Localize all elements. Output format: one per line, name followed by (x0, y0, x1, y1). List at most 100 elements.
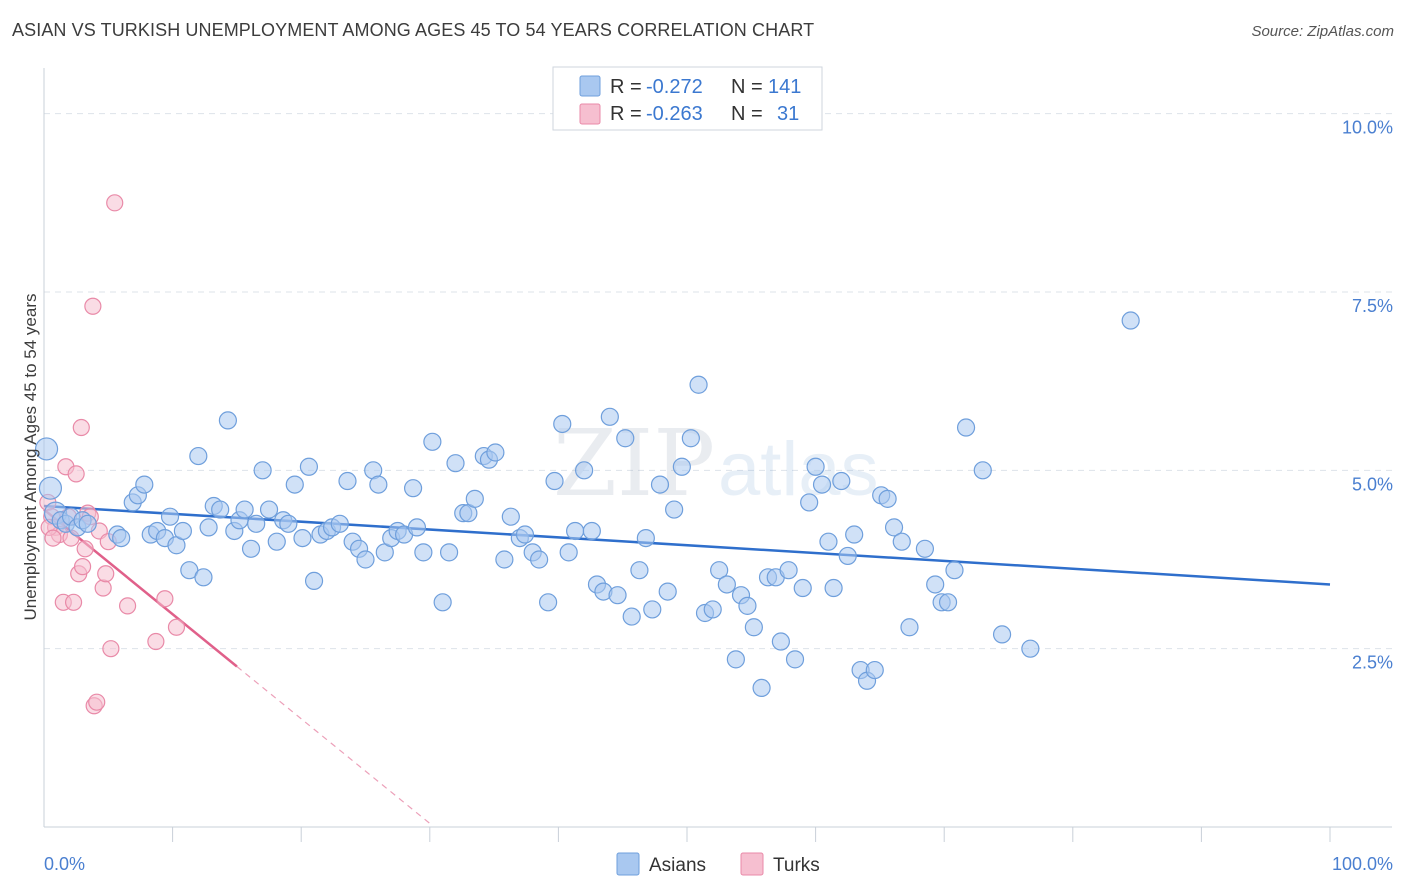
turks-point (147, 632, 165, 651)
asians-point (973, 461, 992, 480)
turks-point (73, 558, 92, 576)
asians-point (800, 493, 819, 512)
turks-point (167, 618, 186, 636)
turks-point (44, 529, 62, 547)
watermark-zip: ZIP (553, 410, 715, 517)
watermark-atlas: atlas (718, 427, 879, 512)
asians-point (1021, 639, 1040, 658)
legend-n-label-asians: N = (731, 76, 763, 98)
x-tick-label: 0.0% (44, 854, 85, 874)
asians-point (945, 561, 964, 580)
asians-point (356, 550, 375, 569)
turks-point (97, 565, 115, 583)
asians-point (501, 507, 520, 526)
legend-r-label-asians: R = (610, 76, 642, 98)
turks-point (102, 640, 120, 658)
turks-point (156, 590, 174, 608)
asians-point (38, 476, 63, 500)
asians-point (253, 461, 272, 480)
asians-point (1121, 311, 1140, 330)
turks-point (64, 593, 83, 611)
asians-point (194, 568, 213, 587)
turks-trend-extension (236, 666, 431, 824)
turks-point (72, 418, 90, 437)
legend-r-value-asians: -0.272 (646, 76, 703, 98)
asians-point (608, 586, 627, 605)
asians-point (717, 575, 736, 594)
series-legend: Asians Turks (616, 852, 820, 876)
asians-point (630, 561, 649, 580)
y-tick-label: 7.5% (1352, 296, 1393, 316)
x-tick-label: 100.0% (1332, 854, 1393, 874)
asians-point (439, 543, 459, 562)
asians-point (285, 475, 304, 494)
legend-n-label-turks: N = (731, 103, 763, 125)
asians-point (752, 678, 771, 698)
turks-point (84, 297, 102, 315)
asians-point (173, 521, 192, 541)
bottom-legend-label-turks: Turks (773, 855, 820, 876)
asians-point (643, 600, 662, 619)
asians-point (545, 471, 564, 491)
asians-point (112, 528, 131, 548)
asians-point (515, 525, 535, 544)
asians-point (785, 650, 805, 669)
asians-point (726, 650, 745, 669)
asians-point (304, 571, 324, 591)
asians-point (78, 514, 97, 533)
asians-point (832, 471, 851, 491)
asians-point (658, 582, 677, 601)
asians-point (616, 429, 635, 448)
y-axis-label: Unemployment Among Ages 45 to 54 years (21, 294, 40, 621)
asians-point (824, 578, 843, 598)
y-tick-label: 10.0% (1342, 118, 1393, 138)
asians-point (279, 514, 298, 533)
asians-point (446, 454, 465, 473)
turks-point (106, 194, 124, 212)
asians-point (744, 618, 763, 637)
asians-points (34, 311, 1140, 698)
asians-point (771, 632, 790, 651)
asians-point (884, 518, 904, 537)
asians-point (235, 500, 254, 519)
asians-point (559, 543, 578, 562)
asians-point (900, 618, 919, 637)
asians-point (915, 539, 935, 558)
asians-point (845, 525, 864, 544)
turks-point (67, 465, 85, 483)
asians-point (135, 475, 154, 494)
asians-point (878, 489, 897, 508)
turks-point (88, 693, 106, 711)
bottom-legend-swatch-turks (740, 852, 764, 876)
asians-point (566, 521, 585, 541)
asians-point (665, 500, 684, 519)
asians-point (486, 443, 505, 462)
asians-point (553, 414, 572, 434)
asians-point (600, 407, 619, 426)
asians-point (582, 521, 601, 541)
asians-point (160, 507, 180, 526)
asians-point (539, 593, 558, 612)
legend-n-value-asians: 141 (768, 76, 801, 98)
asians-point (738, 596, 757, 615)
zipatlas-watermark: ZIP atlas (553, 410, 879, 517)
asians-point (926, 575, 945, 594)
y-tick-label: 2.5% (1352, 653, 1393, 673)
trend-lines (43, 504, 1331, 824)
asians-point (838, 546, 857, 566)
asians-point (211, 500, 230, 519)
turks-point (76, 540, 94, 558)
asians-point (710, 561, 729, 580)
asians-point (299, 457, 319, 476)
asians-point (779, 561, 798, 580)
asians-point (622, 607, 641, 626)
asians-point (414, 543, 433, 562)
asians-point (465, 489, 484, 508)
source-credit: Source: ZipAtlas.com (1251, 23, 1394, 40)
asians-point (812, 475, 832, 494)
asians-point (672, 457, 691, 476)
legend-r-value-turks: -0.263 (646, 103, 703, 125)
asians-point (650, 475, 670, 494)
asians-point (992, 625, 1012, 644)
